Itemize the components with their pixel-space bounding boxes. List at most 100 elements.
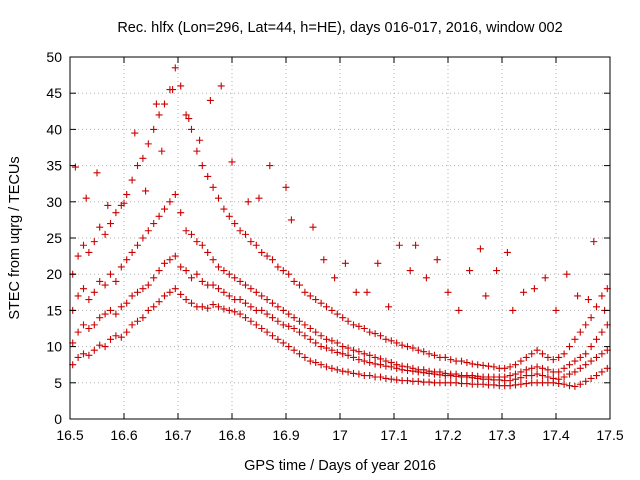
- data-point: [247, 285, 255, 293]
- data-point: [85, 248, 93, 256]
- data-point: [161, 259, 168, 267]
- data-point: [533, 346, 541, 354]
- data-point: [466, 267, 474, 275]
- y-tick-label: 35: [46, 158, 62, 174]
- x-tick-label: 17.2: [434, 427, 461, 443]
- data-point: [331, 274, 339, 282]
- data-point: [571, 382, 579, 390]
- data-point: [598, 292, 606, 300]
- data-point: [236, 277, 244, 285]
- data-point: [104, 201, 112, 209]
- data-point: [344, 368, 352, 376]
- data-point: [493, 267, 501, 275]
- y-tick-label: 50: [46, 49, 62, 65]
- data-point: [323, 303, 330, 311]
- data-point: [587, 357, 595, 365]
- data-point: [452, 379, 460, 387]
- data-point: [117, 263, 125, 271]
- data-point: [328, 364, 336, 372]
- data-point: [566, 361, 573, 369]
- data-point: [468, 360, 476, 368]
- data-point: [520, 288, 528, 296]
- data-point: [474, 372, 482, 380]
- data-point: [366, 351, 374, 359]
- y-tick-label: 15: [46, 302, 62, 318]
- data-point: [352, 288, 360, 296]
- data-point: [566, 370, 573, 378]
- data-point: [258, 248, 266, 256]
- data-point: [593, 303, 600, 311]
- data-point: [206, 96, 214, 104]
- data-point: [228, 158, 236, 166]
- y-tick-label: 5: [54, 375, 62, 391]
- data-point: [236, 296, 244, 304]
- data-point: [528, 364, 536, 372]
- data-point: [188, 274, 195, 282]
- data-point: [317, 361, 325, 369]
- data-point: [382, 357, 390, 365]
- data-point: [247, 317, 255, 325]
- data-point: [112, 277, 120, 285]
- data-point: [269, 299, 276, 307]
- data-point: [209, 301, 217, 309]
- data-point: [171, 285, 179, 293]
- data-point: [301, 288, 309, 296]
- data-point: [341, 259, 349, 267]
- data-point: [96, 223, 104, 231]
- data-point: [458, 357, 465, 365]
- data-point: [541, 274, 549, 282]
- data-point: [539, 350, 546, 358]
- data-point: [169, 86, 177, 94]
- data-point: [123, 299, 131, 307]
- data-point: [404, 377, 411, 385]
- data-point: [398, 362, 406, 370]
- data-point: [74, 252, 82, 260]
- data-point: [528, 350, 536, 358]
- data-point: [144, 306, 152, 314]
- data-point: [198, 303, 206, 311]
- data-point: [263, 296, 271, 304]
- y-tick-label: 25: [46, 230, 62, 246]
- data-point: [96, 277, 104, 285]
- data-point: [549, 374, 557, 382]
- data-point: [225, 270, 233, 278]
- data-point: [290, 346, 298, 354]
- data-point: [131, 129, 139, 137]
- data-point: [274, 335, 282, 343]
- data-point: [274, 263, 282, 271]
- data-point: [215, 285, 222, 293]
- data-point: [296, 350, 303, 358]
- data-point: [455, 306, 463, 314]
- x-axis-label: GPS time / Days of year 2016: [244, 458, 436, 474]
- data-point: [220, 267, 228, 275]
- data-point: [301, 332, 309, 340]
- data-point: [139, 314, 147, 322]
- data-point: [344, 344, 352, 352]
- data-point: [544, 353, 552, 361]
- data-point: [290, 277, 298, 285]
- data-point: [171, 191, 179, 199]
- data-point: [85, 325, 93, 332]
- data-point: [584, 296, 592, 304]
- data-point: [582, 361, 590, 369]
- x-tick-label: 16.6: [110, 427, 137, 443]
- data-point: [333, 339, 341, 347]
- data-point: [166, 288, 174, 296]
- data-point: [258, 306, 266, 314]
- data-point: [555, 353, 563, 361]
- data-point: [161, 205, 168, 213]
- data-point: [134, 288, 141, 296]
- data-point: [306, 292, 314, 300]
- data-point: [117, 333, 125, 341]
- data-point: [74, 353, 82, 361]
- data-point: [412, 241, 420, 249]
- data-point: [539, 364, 546, 372]
- data-point: [80, 321, 87, 329]
- data-point: [80, 241, 87, 249]
- data-point: [482, 292, 490, 300]
- data-point: [139, 154, 147, 162]
- data-point: [560, 380, 568, 388]
- data-point: [323, 363, 330, 371]
- data-point: [161, 100, 168, 108]
- data-point: [436, 368, 444, 376]
